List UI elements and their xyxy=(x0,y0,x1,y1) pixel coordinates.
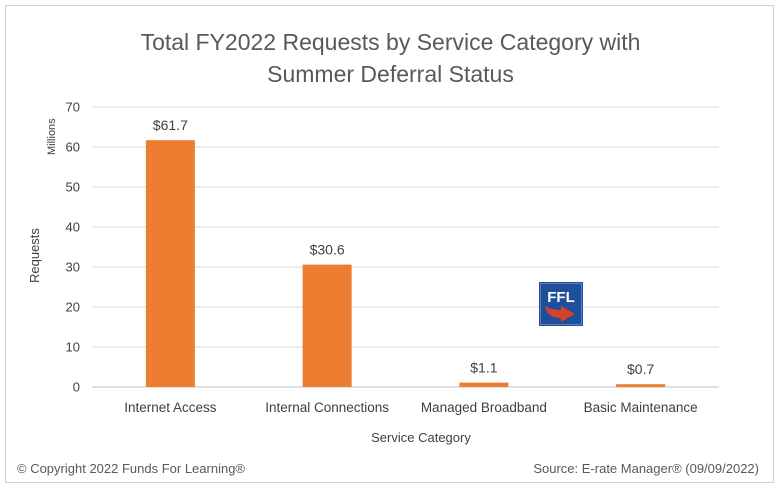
ffl-logo-icon: FFL xyxy=(539,282,583,326)
chart-title-line-2: Summer Deferral Status xyxy=(267,61,514,87)
x-tick-label: Internet Access xyxy=(124,400,217,415)
y-tick-label: 50 xyxy=(66,180,80,195)
data-label: $61.7 xyxy=(153,117,188,133)
y-tick-label: 10 xyxy=(66,340,80,355)
bar-internal-connections xyxy=(302,264,352,387)
chart-frame xyxy=(5,5,774,483)
data-label: $1.1 xyxy=(470,360,497,376)
x-tick-label: Basic Maintenance xyxy=(584,400,698,415)
data-label: $0.7 xyxy=(627,361,654,377)
x-axis-label: Service Category xyxy=(371,430,471,445)
x-tick-label: Internal Connections xyxy=(265,400,389,415)
copyright-text: © Copyright 2022 Funds For Learning® xyxy=(17,461,246,476)
x-tick-label: Managed Broadband xyxy=(421,400,547,415)
data-label: $30.6 xyxy=(310,242,345,258)
chart-title-line-1: Total FY2022 Requests by Service Categor… xyxy=(140,29,641,55)
y-tick-label: 60 xyxy=(66,140,80,155)
y-tick-label: 0 xyxy=(73,380,80,395)
y-tick-label: 40 xyxy=(66,220,80,235)
bar-internet-access xyxy=(145,140,195,387)
y-tick-label: 30 xyxy=(66,260,80,275)
bar-managed-broadband xyxy=(459,382,509,387)
bar-basic-maintenance xyxy=(616,384,666,387)
y-tick-label: 70 xyxy=(66,100,80,115)
y-tick-label: 20 xyxy=(66,300,80,315)
source-text: Source: E-rate Manager® (09/09/2022) xyxy=(533,461,759,476)
logo-text: FFL xyxy=(547,289,575,306)
